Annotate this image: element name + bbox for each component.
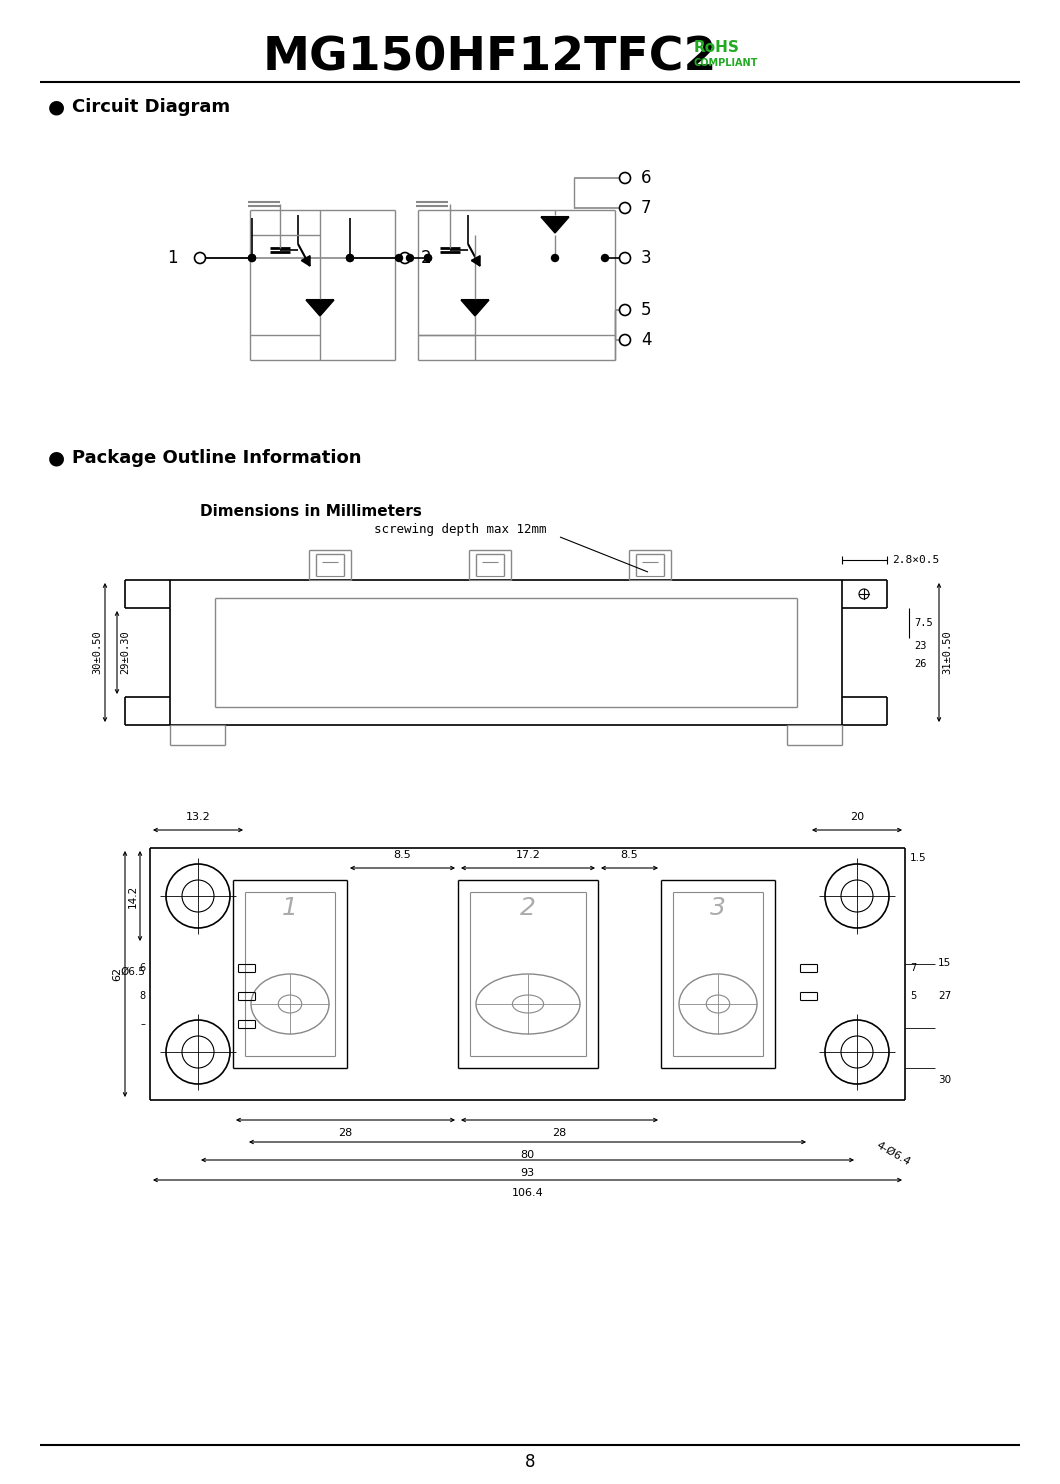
Circle shape bbox=[347, 254, 353, 261]
Text: 5: 5 bbox=[641, 301, 652, 319]
Circle shape bbox=[424, 254, 431, 261]
Circle shape bbox=[347, 254, 353, 261]
Text: 8: 8 bbox=[525, 1453, 535, 1471]
Text: ●: ● bbox=[48, 448, 65, 467]
Text: 7: 7 bbox=[641, 199, 652, 217]
Text: 30±0.50: 30±0.50 bbox=[92, 631, 102, 674]
Text: 1: 1 bbox=[282, 896, 298, 920]
Polygon shape bbox=[472, 255, 480, 266]
Text: 62: 62 bbox=[112, 968, 122, 981]
Circle shape bbox=[395, 254, 403, 261]
Text: RoHS: RoHS bbox=[694, 40, 740, 55]
Text: Ø6.5: Ø6.5 bbox=[120, 968, 145, 976]
Text: 8.5: 8.5 bbox=[620, 850, 638, 861]
Polygon shape bbox=[301, 255, 311, 266]
Circle shape bbox=[248, 254, 255, 261]
Text: 2.8×0.5: 2.8×0.5 bbox=[893, 555, 939, 565]
Text: 30: 30 bbox=[938, 1074, 951, 1085]
Text: 7: 7 bbox=[909, 963, 916, 974]
Circle shape bbox=[424, 254, 431, 261]
Text: 5: 5 bbox=[909, 991, 916, 1002]
Text: 6: 6 bbox=[641, 169, 652, 187]
Text: 2: 2 bbox=[520, 896, 536, 920]
Text: –: – bbox=[140, 1020, 145, 1028]
Text: 17.2: 17.2 bbox=[515, 850, 541, 861]
Text: 8.5: 8.5 bbox=[393, 850, 411, 861]
Text: 29±0.30: 29±0.30 bbox=[120, 631, 130, 674]
Text: 106.4: 106.4 bbox=[512, 1189, 544, 1198]
Text: Circuit Diagram: Circuit Diagram bbox=[72, 98, 230, 116]
Text: 15: 15 bbox=[938, 959, 951, 968]
Text: ●: ● bbox=[48, 98, 65, 117]
Text: Package Outline Information: Package Outline Information bbox=[72, 450, 361, 467]
Text: 23: 23 bbox=[914, 641, 926, 651]
Text: COMPLIANT: COMPLIANT bbox=[694, 58, 758, 68]
Circle shape bbox=[248, 254, 255, 261]
Text: 1: 1 bbox=[167, 249, 178, 267]
Text: 4-Ø6.4: 4-Ø6.4 bbox=[874, 1140, 913, 1168]
Text: 93: 93 bbox=[520, 1168, 534, 1178]
Text: 13.2: 13.2 bbox=[186, 812, 210, 822]
Text: 4: 4 bbox=[641, 331, 652, 349]
Circle shape bbox=[551, 254, 559, 261]
Circle shape bbox=[406, 254, 413, 261]
Text: 27: 27 bbox=[938, 991, 951, 1002]
Text: 3: 3 bbox=[641, 249, 652, 267]
Text: 8: 8 bbox=[139, 991, 145, 1002]
Text: 26: 26 bbox=[914, 659, 926, 669]
Text: 1.5: 1.5 bbox=[909, 853, 926, 864]
Text: 6: 6 bbox=[139, 963, 145, 974]
Text: 3: 3 bbox=[710, 896, 726, 920]
Text: screwing depth max 12mm: screwing depth max 12mm bbox=[374, 524, 546, 537]
Text: 31±0.50: 31±0.50 bbox=[942, 631, 952, 674]
Text: 14.2: 14.2 bbox=[128, 884, 138, 908]
Text: 2: 2 bbox=[421, 249, 431, 267]
Polygon shape bbox=[541, 217, 569, 233]
Circle shape bbox=[601, 254, 608, 261]
Polygon shape bbox=[306, 300, 334, 316]
Text: 80: 80 bbox=[520, 1150, 534, 1160]
Text: 28: 28 bbox=[338, 1128, 353, 1138]
Polygon shape bbox=[461, 300, 489, 316]
Text: 7.5: 7.5 bbox=[914, 617, 933, 628]
Text: MG150HF12TFC2: MG150HF12TFC2 bbox=[263, 36, 718, 80]
Text: 20: 20 bbox=[850, 812, 864, 822]
Text: Dimensions in Millimeters: Dimensions in Millimeters bbox=[200, 505, 422, 519]
Text: 28: 28 bbox=[552, 1128, 567, 1138]
